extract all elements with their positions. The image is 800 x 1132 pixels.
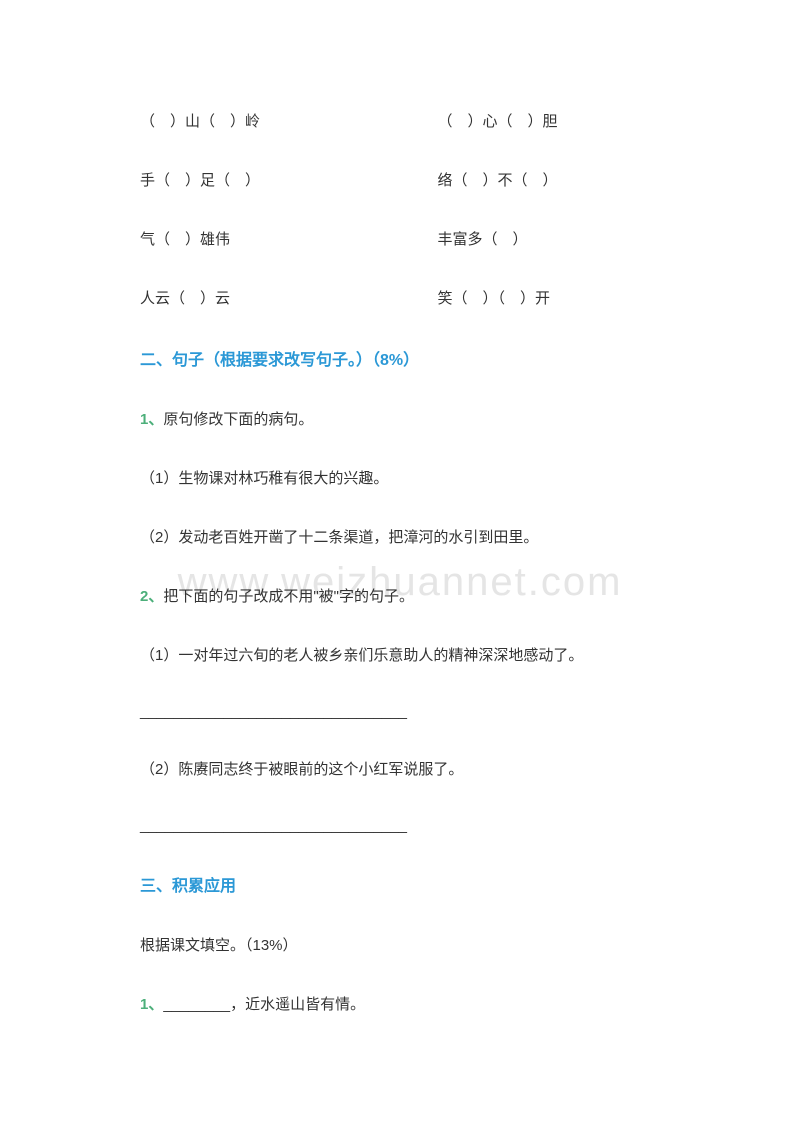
question-number: 2、 [140,588,163,605]
answer-line: ________________________________ [140,703,660,720]
fill-blank-left: 气（ ）雄伟 [140,228,363,249]
section-3-heading: 三、积累应用 [140,872,660,896]
fill-blank-row: 人云（ ）云 笑（ ）（ ）开 [140,287,660,308]
section-3-intro: 根据课文填空。（13%） [140,934,660,955]
fill-blank-left: 手（ ）足（ ） [140,169,363,190]
sub-question-2-2: （2）陈赓同志终于被眼前的这个小红军说服了。 [140,758,660,779]
fill-blank-row: 气（ ）雄伟 丰富多（ ） [140,228,660,249]
document-content: （ ）山（ ）岭 （ ）心（ ）胆 手（ ）足（ ） 络（ ）不（ ） 气（ ）… [140,110,660,1014]
fill-blank-right: 笑（ ）（ ）开 [363,287,661,308]
sub-question-2-1: （1）一对年过六旬的老人被乡亲们乐意助人的精神深深地感动了。 [140,644,660,665]
answer-line: ________________________________ [140,817,660,834]
question-text: ，近水遥山皆有情。 [230,996,365,1013]
sub-question-1-1: （1）生物课对林巧稚有很大的兴趣。 [140,467,660,488]
sub-question-1-2: （2）发动老百姓开凿了十二条渠道，把漳河的水引到田里。 [140,526,660,547]
fill-blank-row: 手（ ）足（ ） 络（ ）不（ ） [140,169,660,190]
question-number: 1、 [140,411,163,428]
fill-blank-row: （ ）山（ ）岭 （ ）心（ ）胆 [140,110,660,131]
fill-blank-right: （ ）心（ ）胆 [363,110,661,131]
fill-blank: ________ [163,996,230,1013]
question-2: 2、把下面的句子改成不用"被"字的句子。 [140,585,660,606]
fill-blank-right: 丰富多（ ） [363,228,661,249]
question-3-1: 1、________，近水遥山皆有情。 [140,993,660,1014]
question-1: 1、原句修改下面的病句。 [140,408,660,429]
fill-blank-right: 络（ ）不（ ） [363,169,661,190]
fill-blank-left: 人云（ ）云 [140,287,363,308]
section-2-heading: 二、句子（根据要求改写句子。）（8%） [140,346,660,370]
question-text: 原句修改下面的病句。 [163,411,313,428]
question-text: 把下面的句子改成不用"被"字的句子。 [163,588,414,605]
question-number: 1、 [140,996,163,1013]
fill-blank-left: （ ）山（ ）岭 [140,110,363,131]
